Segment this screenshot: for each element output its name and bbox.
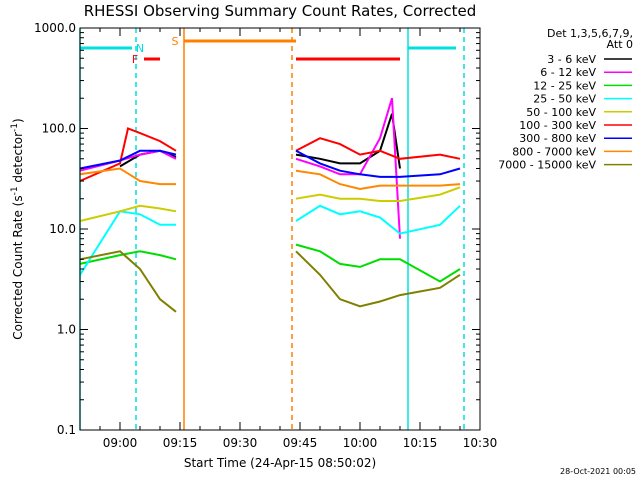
x-tick-label: 10:30: [463, 436, 498, 450]
y-axis-label-sup1: -1: [10, 186, 20, 195]
chart-title: RHESSI Observing Summary Count Rates, Co…: [84, 2, 477, 20]
x-axis-label: Start Time (24-Apr-15 08:50:02): [184, 456, 376, 470]
series-line-6-12-kev: [295, 97, 401, 239]
legend-label-6-12-kev: 6 - 12 keV: [540, 66, 596, 79]
x-tick-label: 09:30: [223, 436, 258, 450]
y-tick-label: 100.0: [42, 122, 76, 136]
legend-header-line: Att 0: [607, 38, 633, 51]
legend-label-25-50-kev: 25 - 50 keV: [533, 93, 596, 106]
series-line-50-100-kev: [79, 204, 177, 222]
x-tick-label: 09:00: [103, 436, 138, 450]
legend-label-800-7000-kev: 800 - 7000 keV: [512, 145, 596, 158]
legend-header-line: Det 1,3,5,6,7,9,: [547, 27, 633, 40]
y-tick-label: 0.1: [57, 423, 76, 437]
series-group: [79, 97, 461, 313]
x-tick-label: 09:45: [283, 436, 318, 450]
series-line-300-800-kev: [295, 149, 461, 178]
series-line-12-25-kev: [295, 243, 461, 283]
series-line-7000-15000-kev: [79, 250, 177, 313]
legend-label-7000-15000-kev: 7000 - 15000 keV: [498, 159, 596, 172]
series-line-100-300-kev: [79, 127, 177, 182]
y-axis-label-main: Corrected Count Rate (s: [11, 195, 25, 339]
x-tick-label: 10:15: [403, 436, 438, 450]
series-line-12-25-kev: [79, 250, 177, 265]
series-line-7000-15000-kev: [295, 250, 461, 308]
series-line-50-100-kev: [295, 186, 461, 202]
y-axis-label-sup2: -1: [10, 123, 20, 132]
footer-timestamp: 28-Oct-2021 00:05: [560, 467, 636, 476]
series-line-800-7000-kev: [79, 167, 176, 186]
series-line-100-300-kev: [295, 137, 461, 160]
y-tick-label: 1000.0: [34, 21, 76, 35]
legend-label-12-25-kev: 12 - 25 keV: [533, 79, 596, 92]
flag-bars: NF S: [80, 35, 456, 66]
series-line-25-50-kev: [79, 210, 176, 276]
x-tick-label: 10:00: [343, 436, 378, 450]
legend-label-50-100-kev: 50 - 100 keV: [526, 106, 596, 119]
series-line-300-800-kev: [79, 149, 177, 170]
y-axis-label-mid: detector: [11, 132, 25, 187]
flag-label-f: F: [132, 53, 138, 66]
y-axis-label: Corrected Count Rate (s-1 detector-1): [10, 118, 25, 339]
x-axis-ticks: 09:00 09:15 09:30 09:45 10:00 10:15 10:30: [99, 28, 498, 450]
flag-label-s: S: [172, 35, 179, 48]
series-line-25-50-kev: [295, 204, 461, 235]
legend-label-3-6-kev: 3 - 6 keV: [547, 53, 596, 66]
y-tick-label: 10.0: [49, 222, 76, 236]
series-line-800-7000-kev: [295, 169, 461, 191]
y-axis-ticks: 0.1 1.0 10.0 100.0 1000.0: [34, 21, 480, 437]
legend-label-100-300-kev: 100 - 300 keV: [519, 119, 596, 132]
vertical-markers: [79, 28, 465, 430]
legend-label-300-800-kev: 300 - 800 keV: [519, 132, 596, 145]
y-axis-label-end: ): [11, 118, 25, 123]
flag-label-n: N: [136, 42, 144, 55]
y-tick-label: 1.0: [57, 323, 76, 337]
x-tick-label: 09:15: [163, 436, 198, 450]
